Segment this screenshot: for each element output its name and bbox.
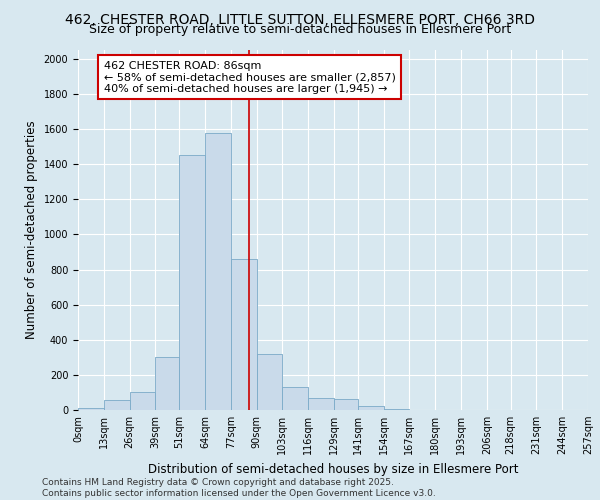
Bar xyxy=(308,398,334,410)
Bar xyxy=(78,408,104,410)
Bar xyxy=(283,387,308,410)
Bar xyxy=(383,409,409,410)
Text: Contains HM Land Registry data © Crown copyright and database right 2025.
Contai: Contains HM Land Registry data © Crown c… xyxy=(42,478,436,498)
Text: 462 CHESTER ROAD: 86sqm
← 58% of semi-detached houses are smaller (2,857)
40% of: 462 CHESTER ROAD: 86sqm ← 58% of semi-de… xyxy=(104,60,395,94)
Bar xyxy=(257,354,283,410)
Bar xyxy=(104,400,130,410)
Text: Size of property relative to semi-detached houses in Ellesmere Port: Size of property relative to semi-detach… xyxy=(89,22,511,36)
X-axis label: Distribution of semi-detached houses by size in Ellesmere Port: Distribution of semi-detached houses by … xyxy=(148,462,518,475)
Text: 462, CHESTER ROAD, LITTLE SUTTON, ELLESMERE PORT, CH66 3RD: 462, CHESTER ROAD, LITTLE SUTTON, ELLESM… xyxy=(65,12,535,26)
Bar xyxy=(358,406,383,410)
Bar xyxy=(130,392,155,410)
Bar xyxy=(231,259,257,410)
Bar xyxy=(205,132,231,410)
Y-axis label: Number of semi-detached properties: Number of semi-detached properties xyxy=(25,120,38,340)
Bar xyxy=(155,358,179,410)
Bar xyxy=(334,400,358,410)
Bar xyxy=(179,156,205,410)
